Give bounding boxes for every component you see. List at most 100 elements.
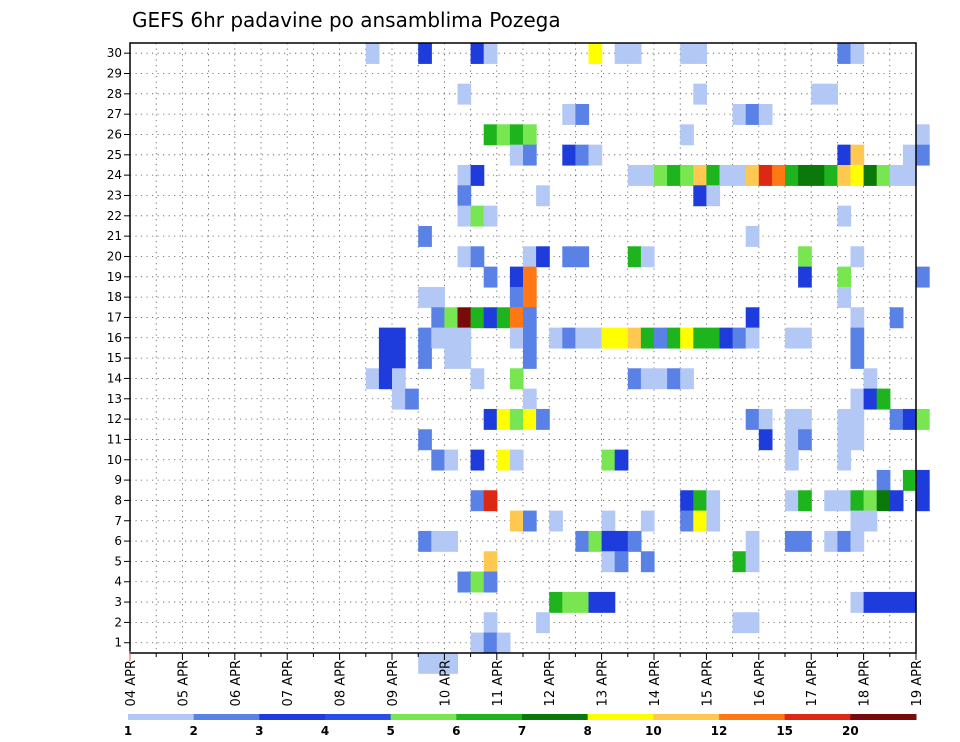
heatmap-cell bbox=[509, 510, 524, 532]
heatmap-cell bbox=[523, 408, 537, 430]
heatmap-cell bbox=[785, 530, 799, 552]
heatmap-cell bbox=[876, 164, 891, 186]
heatmap-cell bbox=[745, 551, 760, 573]
heatmap-cell bbox=[457, 246, 472, 268]
heatmap-cell bbox=[850, 144, 865, 166]
y-tick-label: 25 bbox=[107, 148, 122, 162]
y-tick-label: 8 bbox=[114, 493, 122, 507]
heatmap-cell bbox=[693, 83, 707, 105]
y-tick-label: 2 bbox=[114, 615, 122, 629]
heatmap-cell bbox=[483, 205, 498, 227]
heatmap-cell bbox=[378, 368, 393, 390]
heatmap-cell bbox=[706, 490, 721, 512]
heatmap-cell bbox=[902, 144, 917, 166]
heatmap-cell bbox=[889, 591, 904, 613]
heatmap-cell bbox=[850, 490, 865, 512]
heatmap-cell bbox=[916, 408, 930, 430]
heatmap-cell bbox=[850, 164, 865, 186]
heatmap-cell bbox=[509, 144, 524, 166]
heatmap-cell bbox=[837, 286, 852, 308]
x-tick-label: 06 APR bbox=[229, 660, 244, 706]
y-tick-label: 9 bbox=[114, 473, 122, 487]
colorbar-swatch bbox=[587, 714, 654, 720]
heatmap-cell bbox=[470, 368, 485, 390]
x-tick-label: 18 APR bbox=[858, 660, 873, 706]
heatmap-cell bbox=[483, 571, 498, 593]
heatmap-cell bbox=[837, 144, 852, 166]
heatmap-cell bbox=[811, 164, 825, 186]
heatmap-cell bbox=[785, 327, 799, 349]
heatmap-cell bbox=[667, 368, 681, 390]
heatmap-cell bbox=[509, 286, 524, 308]
colorbar-swatch bbox=[325, 714, 392, 720]
colorbar: 1 2 3 4 5 6 7 8 10 12 15 20 bbox=[124, 714, 917, 738]
heatmap-cell bbox=[785, 408, 799, 430]
heatmap-cell bbox=[444, 652, 459, 674]
heatmap-cell bbox=[680, 43, 694, 64]
heatmap-cell bbox=[483, 551, 498, 573]
heatmap-cell bbox=[470, 164, 485, 186]
heatmap-cell bbox=[798, 530, 812, 552]
heatmap-cell bbox=[614, 327, 629, 349]
heatmap-cell bbox=[601, 591, 616, 613]
heatmap-cell bbox=[850, 43, 865, 64]
heatmap-cell bbox=[575, 530, 590, 552]
x-tick-label: 13 APR bbox=[596, 660, 611, 706]
heatmap-cell bbox=[745, 408, 760, 430]
heatmap-cell bbox=[850, 429, 865, 451]
colorbar-label: 12 bbox=[711, 724, 728, 738]
heatmap-cell bbox=[470, 205, 485, 227]
x-tick-label: 19 APR bbox=[910, 660, 925, 706]
heatmap-cell bbox=[837, 205, 852, 227]
heatmap-cell bbox=[523, 347, 537, 369]
heatmap-cell bbox=[614, 530, 629, 552]
heatmap-cell bbox=[536, 612, 550, 634]
colorbar-label: 2 bbox=[189, 724, 197, 738]
y-tick-label: 17 bbox=[107, 310, 122, 324]
heatmap-cell bbox=[902, 591, 917, 613]
colorbar-label: 3 bbox=[255, 724, 263, 738]
heatmap-cell bbox=[850, 307, 865, 329]
heatmap-cell bbox=[496, 307, 511, 329]
heatmap-cell bbox=[850, 510, 865, 532]
heatmap-cell bbox=[745, 103, 760, 125]
heatmap-cell bbox=[863, 591, 878, 613]
heatmap-cell bbox=[837, 429, 852, 451]
heatmap-cell bbox=[745, 225, 760, 247]
y-tick-label: 1 bbox=[114, 636, 122, 650]
heatmap-cell bbox=[680, 124, 694, 146]
heatmap-cell bbox=[837, 530, 852, 552]
heatmap-cell bbox=[889, 490, 904, 512]
x-tick-label: 15 APR bbox=[700, 660, 715, 706]
heatmap-cell bbox=[798, 327, 812, 349]
heatmap-cell bbox=[745, 530, 760, 552]
y-tick-label: 16 bbox=[107, 331, 122, 345]
heatmap-cell bbox=[457, 347, 472, 369]
heatmap-cell bbox=[418, 327, 432, 349]
y-tick-label: 13 bbox=[107, 392, 122, 406]
y-tick-label: 11 bbox=[107, 432, 122, 446]
heatmap-cell bbox=[562, 591, 576, 613]
heatmap-cell bbox=[732, 327, 747, 349]
heatmap-cell bbox=[667, 164, 681, 186]
heatmap-cell bbox=[392, 368, 406, 390]
heatmap-cell bbox=[483, 632, 498, 654]
colorbar-label: 6 bbox=[452, 724, 460, 738]
colorbar-swatch bbox=[259, 714, 326, 720]
heatmap-cell bbox=[798, 490, 812, 512]
heatmap-cell bbox=[392, 347, 406, 369]
heatmap-cell bbox=[876, 388, 891, 410]
heatmap-cell bbox=[483, 490, 498, 512]
heatmap-cell bbox=[798, 246, 812, 268]
heatmap-cell bbox=[798, 164, 812, 186]
heatmap-cell bbox=[431, 286, 445, 308]
heatmap-cell bbox=[562, 103, 576, 125]
heatmap-cell bbox=[496, 449, 511, 471]
heatmap-cell bbox=[916, 124, 930, 146]
colorbar-swatch bbox=[784, 714, 851, 720]
y-axis: 1234567891011121314151617181920212223242… bbox=[107, 46, 130, 650]
heatmap-cell bbox=[863, 490, 878, 512]
heatmap-cell bbox=[470, 632, 485, 654]
heatmap-cell bbox=[745, 612, 760, 634]
